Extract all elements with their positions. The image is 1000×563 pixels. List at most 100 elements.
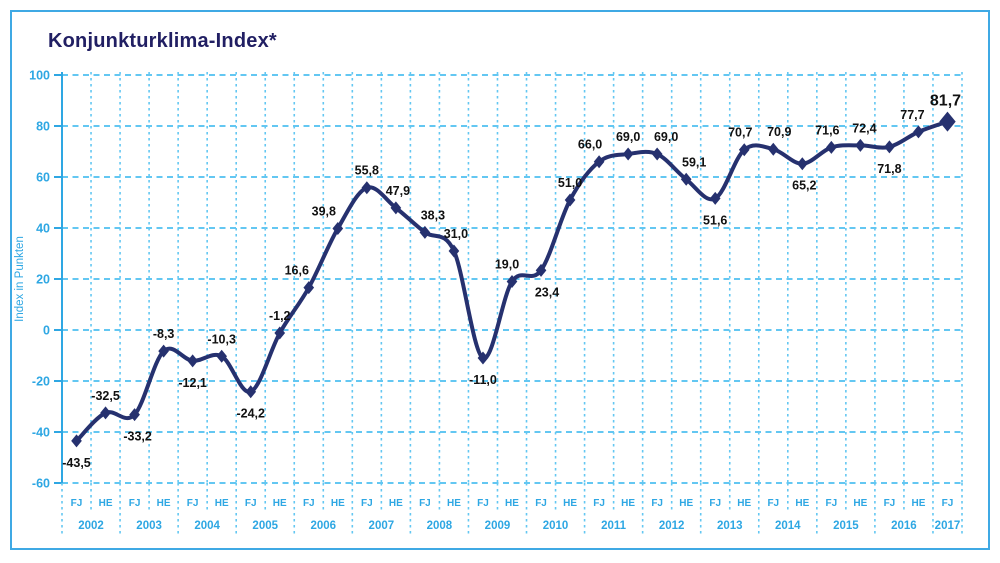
data-point-marker: [71, 434, 82, 448]
data-point-marker: [245, 385, 257, 399]
data-point-label: 51,6: [703, 213, 727, 227]
data-point-marker: [767, 142, 779, 156]
x-period-label: FJ: [129, 498, 141, 509]
x-period-label: HE: [157, 498, 171, 509]
x-period-label: HE: [563, 498, 577, 509]
data-point-label: -10,3: [207, 332, 236, 346]
data-point-label: 38,3: [421, 208, 445, 222]
data-point-marker: [796, 157, 808, 171]
data-point-marker: [680, 172, 692, 186]
x-period-label: HE: [447, 498, 461, 509]
data-point-label: 77,7: [900, 108, 924, 122]
data-point-marker: [419, 225, 431, 239]
x-period-label: HE: [737, 498, 751, 509]
x-year-label: 2010: [543, 520, 569, 532]
x-period-label: HE: [679, 498, 693, 509]
x-period-label: FJ: [593, 498, 605, 509]
x-year-label: 2002: [78, 520, 104, 532]
y-axis-title: Index in Punkten: [14, 236, 26, 322]
x-period-label: HE: [795, 498, 809, 509]
x-year-label: 2004: [194, 520, 220, 532]
x-year-label: 2015: [833, 520, 859, 532]
x-period-label: FJ: [361, 498, 373, 509]
x-year-label: 2016: [891, 520, 917, 532]
data-point-label: 65,2: [792, 179, 816, 193]
data-point-marker: [129, 408, 140, 422]
data-point-marker: [651, 147, 663, 161]
data-point-label: -33,2: [123, 430, 152, 444]
data-point-marker: [187, 354, 198, 368]
x-year-label: 2006: [310, 520, 336, 532]
y-tick-label: 20: [36, 273, 50, 287]
data-point-label: -8,3: [153, 327, 175, 341]
data-point-label: 16,6: [285, 264, 309, 278]
x-period-label: FJ: [651, 498, 663, 509]
x-period-label: FJ: [709, 498, 721, 509]
x-year-label: 2014: [775, 520, 801, 532]
data-point-marker: [855, 138, 866, 152]
data-point-marker: [593, 155, 605, 169]
data-point-marker: [884, 140, 895, 154]
data-point-marker: [158, 344, 169, 358]
data-point-label: 19,0: [495, 258, 519, 272]
data-point-marker: [477, 351, 489, 365]
data-point-marker: [303, 281, 315, 295]
x-period-label: FJ: [477, 498, 489, 509]
data-point-marker: [216, 349, 228, 363]
data-point-label: 39,8: [312, 205, 336, 219]
data-point-label: -32,5: [91, 389, 120, 403]
data-point-label: 47,9: [386, 184, 410, 198]
x-period-label: FJ: [535, 498, 547, 509]
data-point-label: 59,1: [682, 155, 706, 169]
x-period-label: FJ: [303, 498, 315, 509]
x-period-label: HE: [273, 498, 287, 509]
data-point-label: 70,9: [767, 125, 791, 139]
y-tick-label: 100: [29, 69, 50, 83]
x-year-label: 2005: [252, 520, 278, 532]
x-period-label: FJ: [826, 498, 838, 509]
data-point-label: 23,4: [535, 285, 559, 299]
data-point-label: 70,7: [728, 126, 752, 140]
x-year-label: 2011: [601, 520, 627, 532]
data-point-label: 66,0: [578, 138, 602, 152]
y-tick-label: -40: [32, 426, 50, 440]
data-point-label: 31,0: [444, 227, 468, 241]
data-point-label: 55,8: [355, 164, 379, 178]
x-period-label: FJ: [942, 498, 954, 509]
x-period-label: FJ: [187, 498, 199, 509]
x-period-label: FJ: [71, 498, 83, 509]
data-point-marker: [709, 191, 721, 205]
data-point-marker: [361, 181, 373, 195]
x-year-label: 2012: [659, 520, 685, 532]
x-year-label: 2017: [935, 520, 961, 532]
x-period-label: HE: [621, 498, 635, 509]
data-point-marker: [535, 263, 547, 277]
chart-frame: Konjunkturklima-Index*: [10, 10, 990, 550]
data-point-marker: [826, 140, 837, 154]
x-period-label: HE: [331, 498, 345, 509]
x-period-label: FJ: [884, 498, 896, 509]
data-point-marker: [622, 147, 634, 161]
data-point-label: -12,1: [178, 376, 207, 390]
data-point-marker: [274, 326, 286, 340]
data-point-label: 81,7: [930, 93, 961, 110]
data-point-label: -43,5: [62, 456, 91, 470]
y-tick-label: -60: [32, 477, 50, 491]
data-point-label: -1,2: [269, 309, 291, 323]
data-point-marker: [100, 406, 111, 420]
data-point-label: 71,8: [877, 162, 901, 176]
x-year-label: 2007: [369, 520, 395, 532]
x-period-label: HE: [215, 498, 229, 509]
x-year-label: 2003: [136, 520, 162, 532]
y-tick-label: 0: [43, 324, 50, 338]
data-point-marker: [390, 201, 402, 215]
data-point-marker: [448, 244, 460, 258]
data-point-label: 71,6: [815, 123, 839, 137]
x-period-label: HE: [853, 498, 867, 509]
y-tick-label: -20: [32, 375, 50, 389]
x-year-label: 2008: [427, 520, 453, 532]
x-period-label: HE: [505, 498, 519, 509]
y-tick-label: 60: [36, 171, 50, 185]
data-point-marker: [332, 222, 344, 236]
